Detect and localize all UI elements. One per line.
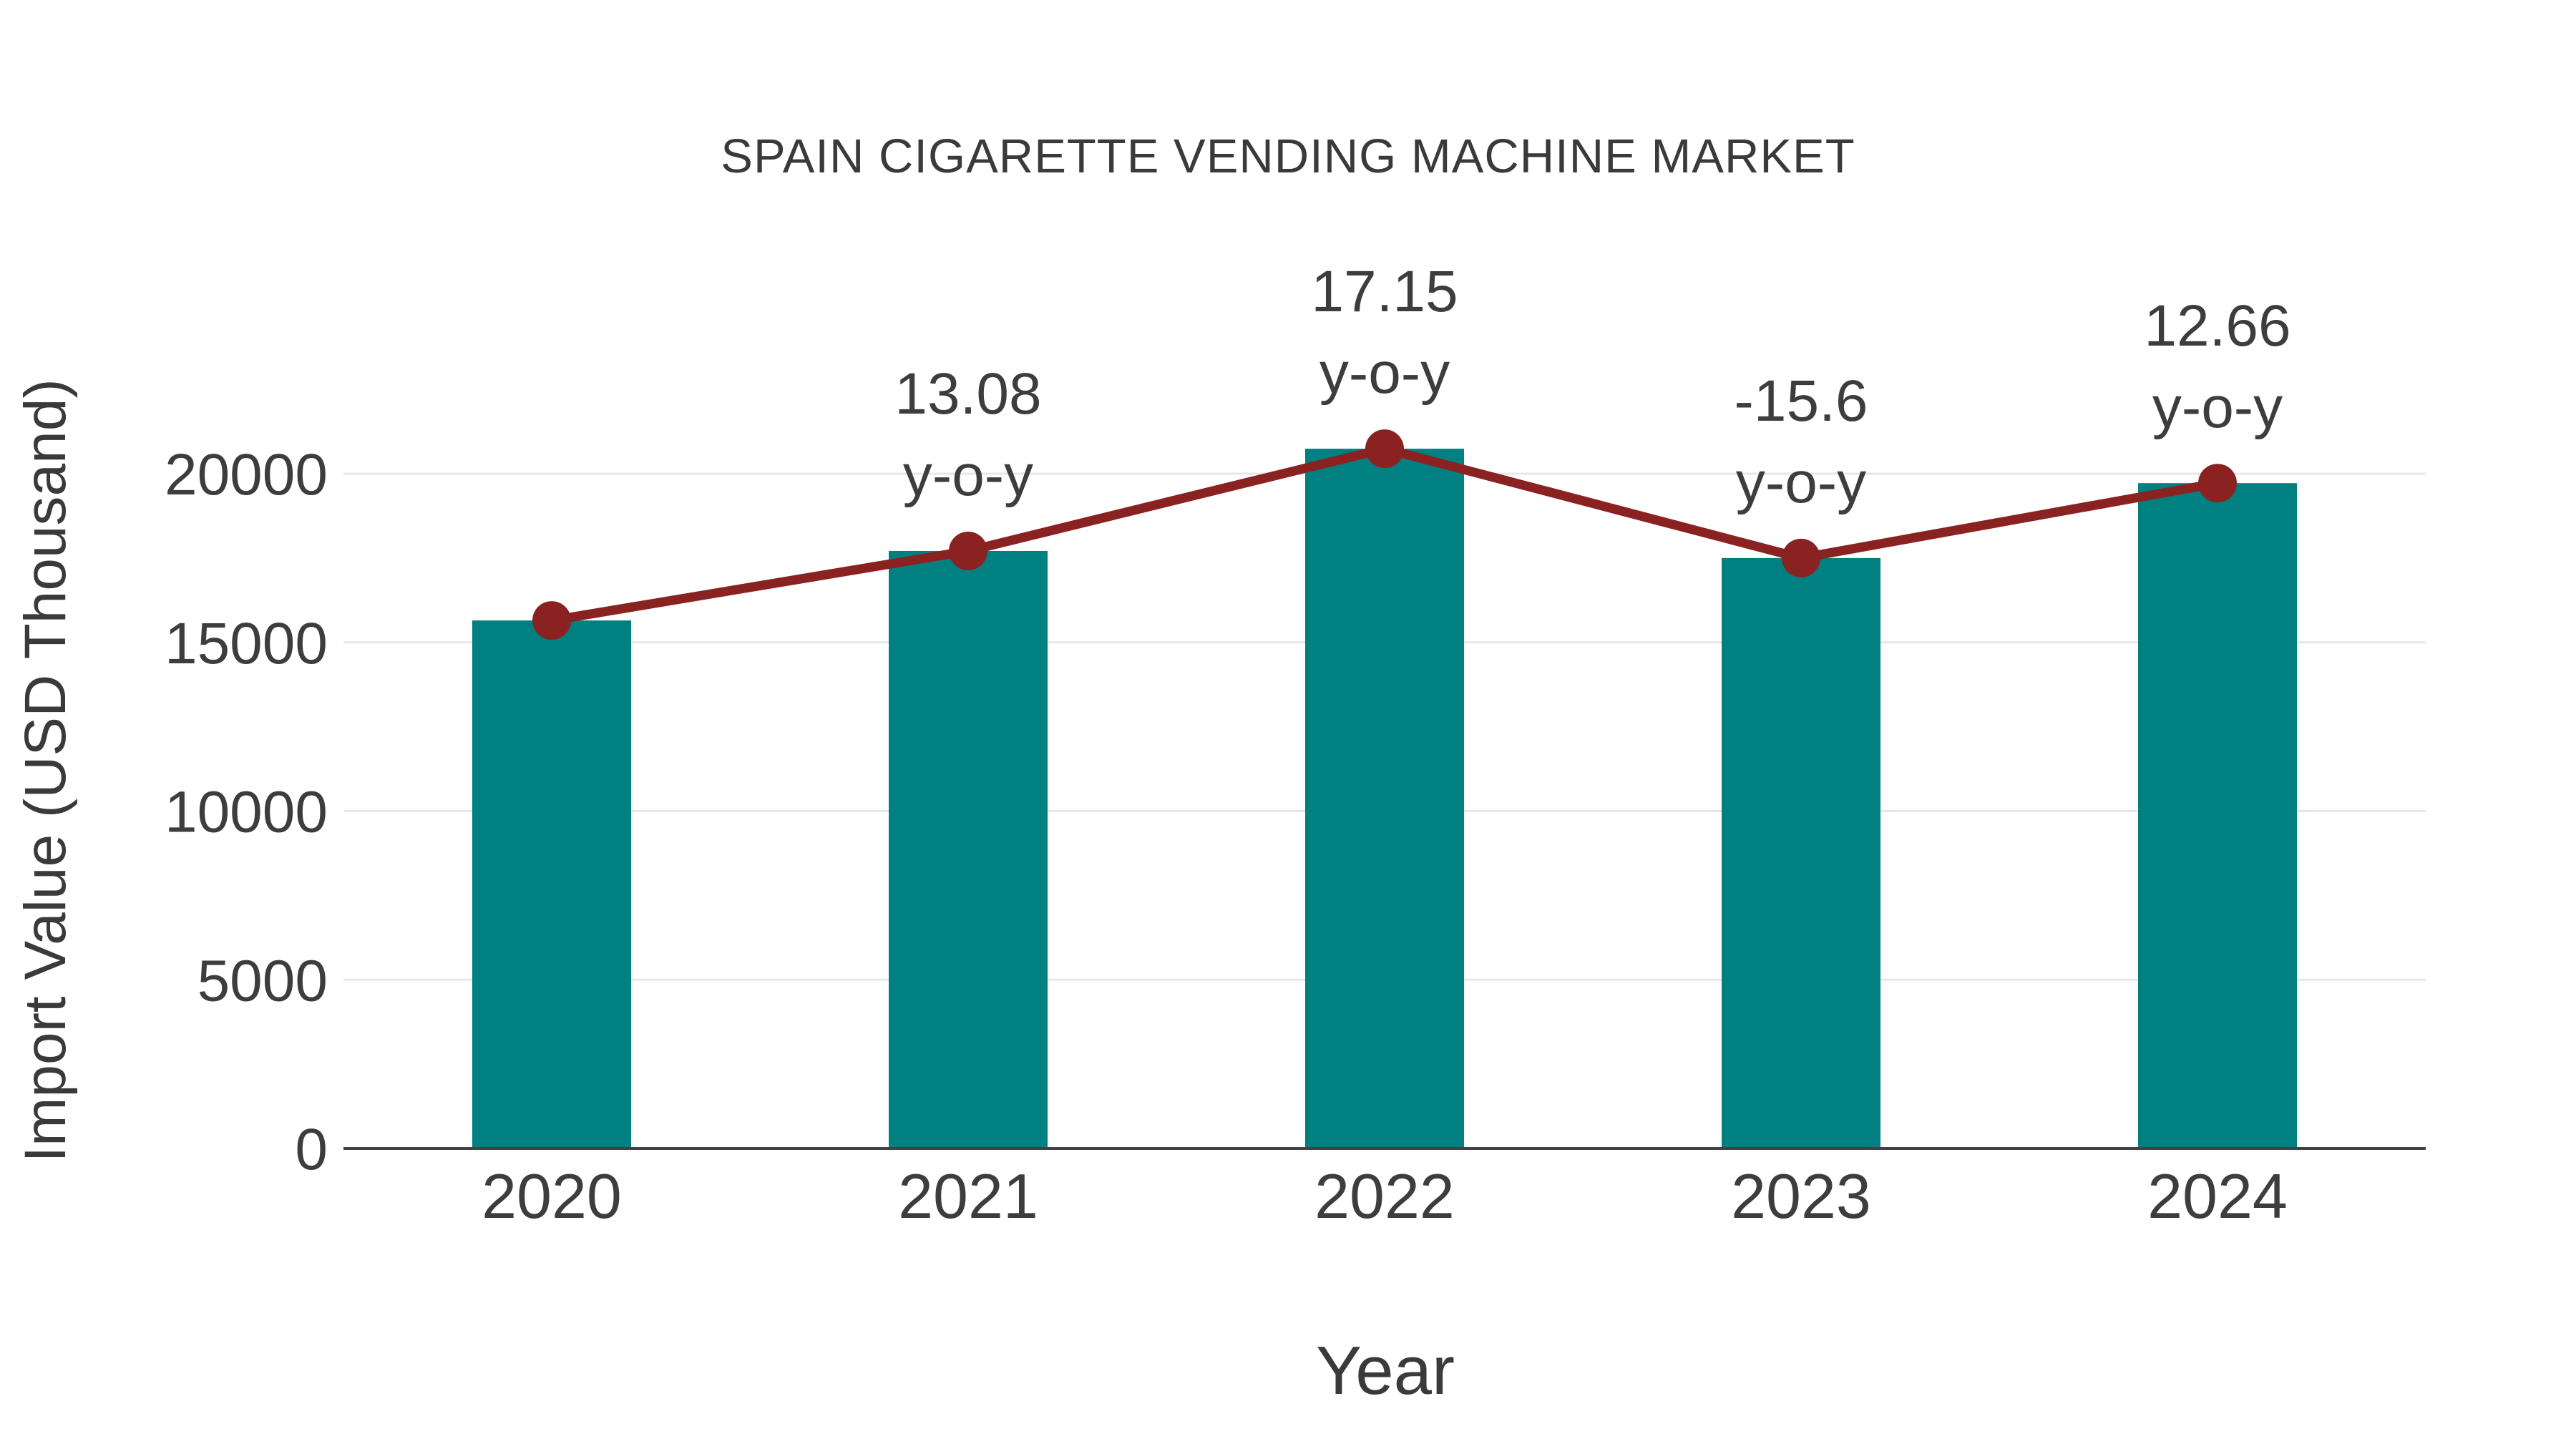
yoy-suffix-label-2021: y-o-y: [903, 443, 1033, 508]
y-tick-label-5000: 5000: [197, 948, 328, 1013]
bar-2024: [2138, 483, 2297, 1148]
bar-2020: [472, 620, 631, 1148]
x-tick-label-2021: 2021: [898, 1161, 1038, 1231]
y-tick-label-10000: 10000: [165, 780, 328, 845]
bar-2023: [1722, 557, 1880, 1148]
yoy-value-label-2024: 12.66: [2144, 293, 2290, 358]
x-tick-label-2023: 2023: [1731, 1161, 1871, 1231]
x-tick-label-2022: 2022: [1314, 1161, 1455, 1231]
data-point-2020: [532, 601, 571, 640]
data-point-2024: [2198, 464, 2237, 503]
yoy-value-label-2021: 13.08: [894, 361, 1041, 426]
x-axis-title: Year: [1316, 1332, 1455, 1409]
yoy-suffix-label-2022: y-o-y: [1319, 341, 1450, 406]
bar-2022: [1305, 449, 1464, 1148]
yoy-suffix-label-2023: y-o-y: [1736, 450, 1866, 515]
x-tick-label-2020: 2020: [482, 1161, 622, 1231]
yoy-suffix-label-2024: y-o-y: [2152, 375, 2283, 440]
data-point-2023: [1782, 538, 1820, 577]
chart-title: SPAIN CIGARETTE VENDING MACHINE MARKET: [721, 130, 1855, 183]
bar-2021: [889, 550, 1048, 1148]
y-tick-label-20000: 20000: [165, 442, 328, 507]
x-tick-label-2024: 2024: [2147, 1161, 2288, 1231]
y-tick-label-0: 0: [295, 1117, 328, 1182]
data-point-2021: [949, 531, 987, 570]
data-point-2022: [1365, 429, 1404, 469]
yoy-value-label-2023: -15.6: [1735, 369, 1868, 434]
y-tick-label-15000: 15000: [165, 611, 328, 676]
yoy-value-label-2022: 17.15: [1311, 259, 1458, 324]
